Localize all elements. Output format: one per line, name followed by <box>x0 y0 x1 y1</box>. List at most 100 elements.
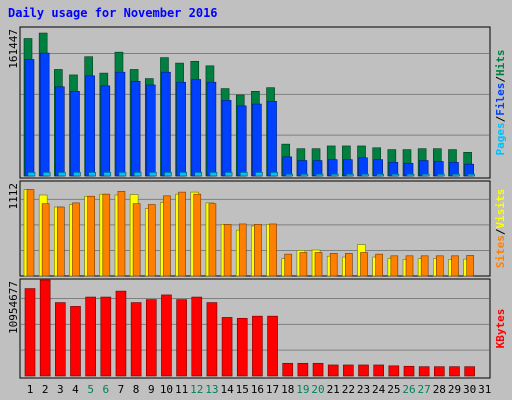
x-tick-label-day-26: 26 <box>402 383 415 396</box>
kbytes-bar-day-1 <box>24 288 36 377</box>
sites-bar-day-12 <box>193 193 202 277</box>
legend-sites: Sites <box>494 235 507 268</box>
sites-bar-day-13 <box>208 203 217 277</box>
kbytes-bar-day-19 <box>297 362 309 377</box>
pages-bar-day-4 <box>73 172 81 177</box>
kbytes-bar-day-21 <box>327 364 339 377</box>
ymax-label-kbytes: 10954677 <box>7 281 20 334</box>
files-bar-day-7 <box>115 71 126 177</box>
sites-bar-day-5 <box>87 195 95 277</box>
legend-separator: / <box>494 76 507 83</box>
legend-visits: Sites/Visits <box>494 189 507 269</box>
pages-bar-day-23 <box>361 173 369 177</box>
kbytes-bar-day-11 <box>176 299 187 377</box>
x-tick-label-day-25: 25 <box>387 383 400 396</box>
sites-bar-day-1 <box>26 189 35 277</box>
files-bar-day-3 <box>55 86 65 177</box>
x-tick-label-day-16: 16 <box>251 383 264 396</box>
x-tick-label-day-11: 11 <box>175 383 188 396</box>
kbytes-bar-day-14 <box>221 317 233 377</box>
x-tick-label-day-5: 5 <box>87 383 94 396</box>
x-tick-label-day-13: 13 <box>205 383 218 396</box>
files-bar-day-11 <box>176 81 186 177</box>
legend-separator: / <box>494 228 507 235</box>
kbytes-bar-day-2 <box>39 279 51 377</box>
pages-bar-day-22 <box>346 173 354 177</box>
kbytes-bar-day-28 <box>434 366 445 377</box>
kbytes-bar-day-22 <box>343 364 354 377</box>
files-bar-day-9 <box>145 84 156 177</box>
sites-bar-day-7 <box>117 190 126 277</box>
sites-bar-day-15 <box>238 223 247 277</box>
pages-bar-day-21 <box>330 173 339 177</box>
files-bar-day-17 <box>267 101 277 177</box>
x-tick-label-day-9: 9 <box>148 383 155 396</box>
x-tick-label-day-7: 7 <box>118 383 125 396</box>
x-tick-label-day-3: 3 <box>57 383 64 396</box>
pages-bar-day-2 <box>42 172 51 177</box>
sites-bar-day-6 <box>102 193 111 277</box>
sites-bar-day-18 <box>284 253 293 277</box>
legend-hits: Hits <box>494 50 507 77</box>
files-bar-day-14 <box>221 100 232 177</box>
pages-bar-day-27 <box>421 173 430 177</box>
pages-bar-day-24 <box>376 173 384 177</box>
kbytes-bar-day-8 <box>130 302 142 377</box>
x-tick-label-day-23: 23 <box>357 383 370 396</box>
kbytes-bar-day-5 <box>85 296 96 377</box>
x-tick-label-day-31: 31 <box>478 383 491 396</box>
sites-bar-day-20 <box>314 252 323 277</box>
sites-bar-day-21 <box>329 253 338 277</box>
pages-bar-day-15 <box>239 172 248 177</box>
sites-bar-day-17 <box>269 223 277 277</box>
sites-bar-day-23 <box>360 252 368 277</box>
sites-bar-day-3 <box>57 206 65 277</box>
files-bar-day-24 <box>373 159 383 177</box>
sites-bar-day-26 <box>405 255 414 277</box>
pages-bar-day-29 <box>452 173 460 177</box>
files-bar-day-16 <box>252 103 262 177</box>
files-bar-day-6 <box>100 85 111 177</box>
files-bar-day-28 <box>434 161 444 177</box>
pages-bar-day-28 <box>437 173 445 177</box>
x-tick-label-day-6: 6 <box>102 383 109 396</box>
kbytes-bar-day-16 <box>252 315 263 377</box>
x-tick-label-day-29: 29 <box>448 383 461 396</box>
pages-bar-day-11 <box>179 172 187 177</box>
x-tick-label-day-30: 30 <box>463 383 476 396</box>
files-bar-day-15 <box>236 105 247 177</box>
kbytes-bar-day-24 <box>373 364 384 377</box>
x-tick-label-day-18: 18 <box>281 383 294 396</box>
files-bar-day-2 <box>39 52 50 177</box>
x-tick-label-day-28: 28 <box>433 383 446 396</box>
files-bar-day-22 <box>343 159 353 177</box>
kbytes-bar-day-25 <box>388 365 400 377</box>
files-bar-day-21 <box>327 159 338 177</box>
legend-pages: Pages <box>494 122 507 155</box>
pages-bar-day-16 <box>255 172 263 177</box>
sites-bar-day-16 <box>254 224 262 277</box>
x-tick-label-day-15: 15 <box>236 383 249 396</box>
pages-bar-day-3 <box>58 172 66 177</box>
kbytes-bar-day-15 <box>236 317 248 377</box>
pages-bar-day-10 <box>164 172 172 177</box>
kbytes-bar-day-12 <box>191 296 203 377</box>
kbytes-bar-day-30 <box>464 366 475 377</box>
x-tick-label-day-2: 2 <box>42 383 49 396</box>
sites-bar-day-9 <box>147 204 156 277</box>
sites-bar-day-29 <box>451 255 459 277</box>
files-bar-day-27 <box>418 160 429 177</box>
sites-bar-day-27 <box>420 255 429 277</box>
sites-bar-day-10 <box>163 195 171 277</box>
x-tick-label-day-12: 12 <box>190 383 203 396</box>
files-bar-day-18 <box>282 156 293 177</box>
kbytes-bar-day-13 <box>206 302 218 377</box>
x-tick-label-day-1: 1 <box>27 383 34 396</box>
pages-bar-day-25 <box>391 173 400 177</box>
legend-files: Files <box>494 83 507 116</box>
kbytes-bar-day-6 <box>100 296 112 377</box>
sites-bar-day-11 <box>178 191 186 277</box>
files-bar-day-8 <box>130 81 141 177</box>
